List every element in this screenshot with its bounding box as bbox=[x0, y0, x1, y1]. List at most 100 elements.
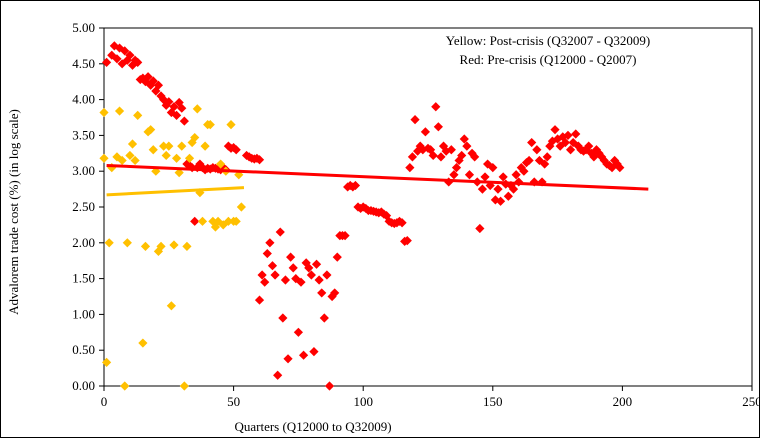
pre-crisis-point bbox=[304, 263, 314, 273]
pre-crisis-point bbox=[254, 155, 265, 165]
pre-crisis-point bbox=[267, 261, 278, 271]
pre-crisis-point bbox=[436, 152, 446, 162]
pre-crisis-point bbox=[524, 155, 534, 166]
pre-crisis-point bbox=[179, 116, 189, 126]
post-crisis-point bbox=[184, 153, 195, 163]
pre-crisis-point bbox=[495, 196, 506, 206]
post-crisis-point bbox=[159, 141, 169, 151]
post-crisis-point bbox=[231, 216, 241, 226]
pre-crisis-point bbox=[101, 57, 112, 67]
pre-crisis-point bbox=[164, 97, 174, 107]
post-crisis-point bbox=[169, 240, 179, 250]
pre-crisis-point bbox=[449, 170, 459, 180]
pre-crisis-trend-line bbox=[106, 163, 649, 191]
y-tick-label: 0.50 bbox=[72, 342, 95, 357]
pre-crisis-point bbox=[298, 350, 309, 360]
post-crisis-point bbox=[164, 141, 174, 151]
pre-crisis-point bbox=[254, 295, 265, 305]
pre-crisis-point bbox=[511, 170, 521, 180]
x-tick-label: 50 bbox=[227, 394, 240, 409]
pre-crisis-point bbox=[480, 172, 490, 182]
pre-crisis-point bbox=[413, 146, 423, 156]
post-crisis-point bbox=[99, 153, 109, 163]
pre-crisis-point bbox=[231, 145, 241, 155]
pre-crisis-point bbox=[280, 275, 291, 285]
post-crisis-point bbox=[166, 301, 176, 311]
pre-crisis-point bbox=[483, 159, 493, 169]
post-crisis-point bbox=[125, 150, 135, 161]
post-crisis-point bbox=[114, 106, 125, 116]
pre-crisis-point bbox=[490, 195, 500, 205]
post-crisis-point bbox=[122, 238, 132, 248]
pre-crisis-point bbox=[420, 127, 431, 137]
pre-crisis-point bbox=[571, 129, 581, 139]
trend-lines bbox=[106, 163, 649, 197]
pre-crisis-point bbox=[257, 270, 267, 280]
y-tick-label: 0.00 bbox=[72, 378, 95, 393]
pre-crisis-point bbox=[397, 218, 407, 228]
pre-crisis-point bbox=[291, 274, 301, 284]
pre-crisis-point bbox=[433, 122, 443, 132]
pre-crisis-point bbox=[301, 258, 311, 268]
pre-crisis-point bbox=[431, 102, 441, 112]
pre-crisis-point bbox=[133, 57, 143, 67]
pre-crisis-point bbox=[591, 145, 602, 155]
post-crisis-point bbox=[120, 381, 130, 391]
pre-crisis-point bbox=[143, 72, 153, 82]
y-tick-label: 3.50 bbox=[72, 127, 95, 142]
y-tick-label: 3.00 bbox=[72, 163, 95, 178]
pre-crisis-point bbox=[350, 180, 361, 191]
y-axis-title: Advalorem trade cost (%) (in log scale) bbox=[6, 109, 21, 315]
pre-crisis-point bbox=[190, 216, 200, 226]
post-crisis-point bbox=[138, 338, 148, 348]
y-tick-label: 4.00 bbox=[72, 92, 95, 107]
pre-crisis-point bbox=[542, 152, 552, 162]
post-crisis-point bbox=[148, 145, 158, 155]
pre-crisis-point bbox=[584, 141, 594, 151]
post-crisis-point bbox=[117, 155, 127, 166]
pre-crisis-point bbox=[265, 238, 275, 248]
post-crisis-point bbox=[197, 216, 208, 226]
legend-pre-crisis: Red: Pre-crisis (Q12000 - Q2007) bbox=[460, 52, 637, 67]
post-crisis-point bbox=[101, 357, 112, 367]
pre-crisis-point bbox=[296, 277, 306, 287]
post-crisis-point bbox=[127, 139, 138, 149]
post-crisis-trend-line bbox=[106, 186, 245, 197]
pre-crisis-point bbox=[464, 170, 475, 180]
pre-crisis-point bbox=[120, 46, 130, 56]
post-crisis-point bbox=[200, 141, 210, 151]
pre-crisis-point bbox=[560, 137, 570, 148]
pre-crisis-point bbox=[599, 155, 609, 166]
pre-crisis-point bbox=[407, 152, 418, 162]
pre-crisis-point bbox=[568, 137, 578, 148]
y-tick-label: 1.50 bbox=[72, 271, 95, 286]
pre-crisis-point bbox=[405, 163, 415, 173]
pre-crisis-point bbox=[540, 159, 550, 169]
pre-crisis-point bbox=[332, 252, 342, 262]
pre-crisis-point bbox=[527, 137, 537, 148]
pre-crisis-point bbox=[428, 150, 438, 161]
y-tick-label: 5.00 bbox=[72, 20, 95, 35]
post-crisis-point bbox=[140, 241, 151, 251]
post-crisis-point bbox=[171, 153, 182, 163]
y-axis-ticks: 0.00 0.50 1.00 1.50 2.00 2.50 3.00 3.50 4.00 4.50… bbox=[72, 20, 104, 393]
pre-crisis-point bbox=[467, 148, 477, 158]
legend-post-crisis: Yellow: Post-crisis (Q32007 - Q32009) bbox=[446, 33, 651, 48]
pre-crisis-point bbox=[563, 130, 573, 140]
pre-crisis-point bbox=[293, 327, 303, 337]
pre-crisis-point bbox=[340, 231, 350, 241]
y-tick-label: 2.00 bbox=[72, 235, 95, 250]
pre-crisis-point bbox=[177, 103, 187, 113]
pre-crisis-point bbox=[306, 270, 316, 280]
x-axis-title: Quarters (Q12000 to Q32009) bbox=[234, 419, 391, 434]
pre-crisis-point bbox=[288, 263, 298, 273]
pre-crisis-point bbox=[532, 145, 542, 155]
post-crisis-point bbox=[182, 241, 192, 251]
pre-crisis-point bbox=[148, 76, 158, 86]
pre-crisis-point bbox=[324, 381, 335, 391]
pre-crisis-point bbox=[314, 275, 324, 285]
pre-crisis-point bbox=[508, 184, 519, 194]
post-crisis-point bbox=[179, 381, 189, 391]
